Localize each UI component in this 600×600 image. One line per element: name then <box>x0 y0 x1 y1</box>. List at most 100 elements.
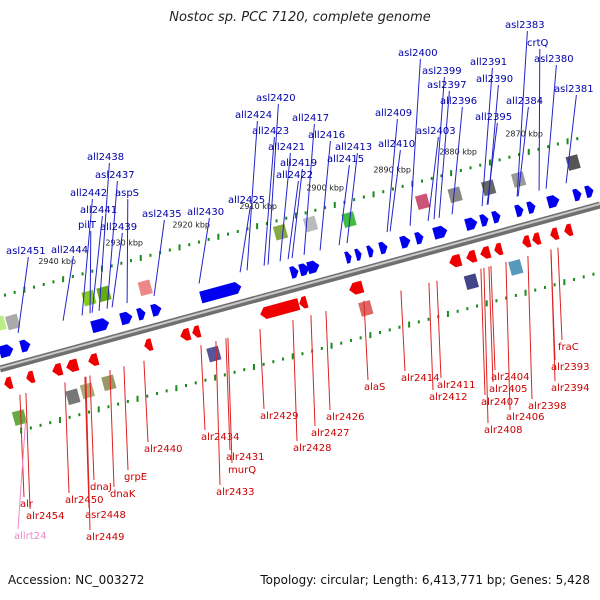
forward-gene-label[interactable]: asl2381 <box>554 84 594 95</box>
reverse-gene-arrow[interactable] <box>563 223 574 237</box>
reverse-gene-label[interactable]: dnaJ <box>90 482 112 493</box>
forward-gene-label[interactable]: asl2403 <box>416 126 456 137</box>
reverse-gene-arrow[interactable] <box>298 295 309 310</box>
gene-feature-box[interactable] <box>0 315 7 332</box>
forward-gene-label[interactable]: asl2399 <box>422 66 462 77</box>
forward-gene-arrow[interactable] <box>572 188 583 202</box>
reverse-gene-label[interactable]: alr2434 <box>201 432 239 443</box>
forward-gene-arrow[interactable] <box>298 262 311 277</box>
gene-feature-box[interactable] <box>5 313 21 331</box>
forward-gene-label[interactable]: all2438 <box>87 152 124 163</box>
rna-gene-label[interactable]: allrt24 <box>14 531 46 542</box>
forward-gene-label[interactable]: all2410 <box>378 139 415 150</box>
forward-gene-label[interactable]: all2439 <box>100 222 137 233</box>
forward-genes-track[interactable] <box>0 184 595 359</box>
reverse-gene-arrow[interactable] <box>465 249 478 264</box>
reverse-gene-label[interactable]: alr2398 <box>528 401 566 412</box>
reverse-gene-label[interactable]: alr2414 <box>401 373 439 384</box>
forward-gene-arrow[interactable] <box>90 317 111 334</box>
forward-gene-label[interactable]: all2425 <box>228 195 265 206</box>
reverse-gene-label[interactable]: alr2394 <box>551 383 589 394</box>
reverse-gene-label[interactable]: alr2393 <box>551 362 589 373</box>
gene-feature-box[interactable] <box>508 259 524 276</box>
forward-gene-arrow[interactable] <box>150 303 163 317</box>
forward-gene-arrow[interactable] <box>0 343 15 359</box>
gene-feature-box[interactable] <box>137 279 153 297</box>
forward-gene-label[interactable]: all2444 <box>51 245 88 256</box>
forward-gene-label[interactable]: all2423 <box>252 126 289 137</box>
forward-gene-arrow[interactable] <box>378 241 389 255</box>
forward-gene-label[interactable]: all2384 <box>506 96 543 107</box>
forward-gene-arrow[interactable] <box>354 248 363 261</box>
forward-gene-label[interactable]: all2424 <box>235 110 272 121</box>
forward-gene-label[interactable]: asl2420 <box>256 93 296 104</box>
reverse-gene-label[interactable]: grpE <box>124 472 147 483</box>
forward-gene-label[interactable]: asl2380 <box>534 54 574 65</box>
reverse-gene-arrow[interactable] <box>51 362 64 377</box>
forward-gene-arrow[interactable] <box>464 216 479 231</box>
reverse-gene-label[interactable]: fraC <box>558 342 579 353</box>
forward-gene-arrow[interactable] <box>432 224 449 240</box>
forward-gene-arrow[interactable] <box>119 310 134 326</box>
reverse-gene-arrow[interactable] <box>87 353 100 367</box>
gene-feature-box[interactable] <box>447 186 463 204</box>
forward-gene-arrow[interactable] <box>289 265 300 279</box>
forward-gene-label[interactable]: all2396 <box>440 96 477 107</box>
forward-gene-label[interactable]: asl2435 <box>142 209 182 220</box>
gene-labels[interactable]: asl2383 crtQ asl2380 asl2381 all2384 asl2400 a… <box>6 20 594 543</box>
reverse-gene-label[interactable]: alr2449 <box>86 532 124 543</box>
forward-gene-label[interactable]: all2421 <box>268 142 305 153</box>
reverse-gene-label[interactable]: alr2405 <box>489 384 527 395</box>
reverse-gene-label[interactable]: alr2411 <box>437 380 475 391</box>
forward-gene-label[interactable]: all2430 <box>187 207 224 218</box>
forward-gene-arrow[interactable] <box>584 184 595 199</box>
reverse-gene-label[interactable]: alr2406 <box>506 412 544 423</box>
reverse-gene-arrow[interactable] <box>3 376 14 391</box>
forward-gene-label[interactable]: all2390 <box>476 74 513 85</box>
reverse-gene-label[interactable]: alr2412 <box>429 392 467 403</box>
forward-gene-arrow[interactable] <box>479 213 490 227</box>
reverse-gene-label[interactable]: alr2450 <box>65 495 103 506</box>
reverse-gene-label[interactable]: murQ <box>228 465 256 476</box>
gene-feature-box[interactable] <box>463 273 479 290</box>
forward-gene-arrow[interactable] <box>526 200 537 214</box>
forward-gene-label[interactable]: all2413 <box>335 142 372 153</box>
forward-gene-label[interactable]: all2442 <box>70 188 107 199</box>
forward-gene-label[interactable]: all2409 <box>375 108 412 119</box>
forward-gene-arrow[interactable] <box>366 245 375 258</box>
reverse-gene-label[interactable]: alaS <box>364 382 385 393</box>
reverse-gene-label[interactable]: alr2407 <box>481 397 519 408</box>
reverse-gene-label[interactable]: dnaK <box>110 489 136 500</box>
reverse-gene-label[interactable]: alr2427 <box>311 428 349 439</box>
forward-gene-label[interactable]: asl2383 <box>505 20 545 31</box>
reverse-gene-label[interactable]: alr2408 <box>484 425 522 436</box>
gene-feature-box[interactable] <box>341 211 357 229</box>
forward-gene-label[interactable]: crtQ <box>527 38 549 49</box>
reverse-gene-arrow[interactable] <box>25 370 36 385</box>
forward-gene-arrow[interactable] <box>399 234 412 249</box>
reverse-gene-arrow[interactable] <box>531 232 542 246</box>
reverse-gene-label[interactable]: alr2426 <box>326 412 364 423</box>
forward-gene-label[interactable]: all2422 <box>276 170 313 181</box>
forward-gene-label[interactable]: asl2437 <box>95 170 135 181</box>
forward-gene-arrow[interactable] <box>19 338 32 353</box>
forward-gene-label[interactable]: aspS <box>115 188 139 199</box>
gene-feature-box[interactable] <box>206 345 222 363</box>
gene-feature-box[interactable] <box>96 285 112 303</box>
reverse-gene-arrow[interactable] <box>549 227 560 241</box>
forward-gene-label[interactable]: all2441 <box>80 205 117 216</box>
reverse-gene-label[interactable]: alr2428 <box>293 443 331 454</box>
forward-gene-label[interactable]: asl2397 <box>427 80 467 91</box>
gene-feature-box[interactable] <box>481 179 497 197</box>
forward-gene-label[interactable]: all2419 <box>280 158 317 169</box>
reverse-gene-label[interactable]: alr2404 <box>491 372 529 383</box>
reverse-gene-arrow[interactable] <box>179 327 192 342</box>
forward-gene-arrow[interactable] <box>514 204 525 218</box>
forward-gene-arrow[interactable] <box>306 259 321 275</box>
reverse-gene-label[interactable]: alr2433 <box>216 487 254 498</box>
reverse-gene-arrow[interactable] <box>143 338 154 352</box>
forward-gene-label[interactable]: all2395 <box>475 112 512 123</box>
reverse-genes-track[interactable] <box>3 223 574 390</box>
forward-gene-label[interactable]: asl2400 <box>398 48 438 59</box>
